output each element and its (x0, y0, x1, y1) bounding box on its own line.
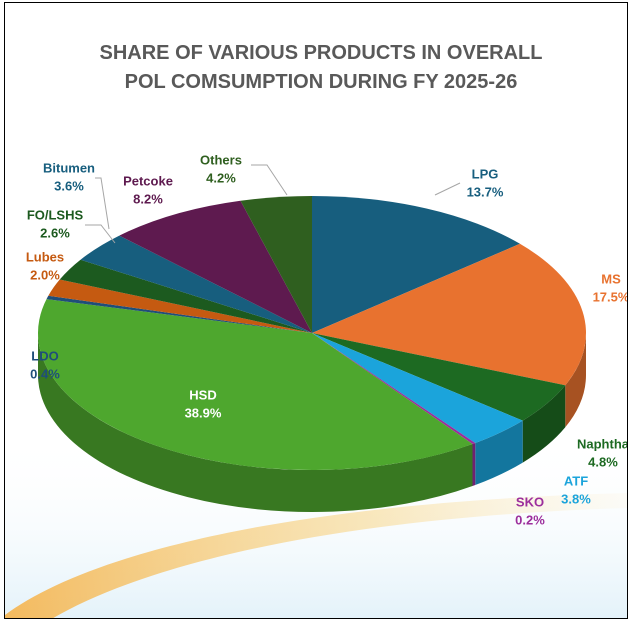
data-label-value: 0.4% (30, 366, 60, 381)
chart: LPG 13.7% MS 17.5% Naphtha 4.8%ATF 3.8% SKO 0.2%… (5, 152, 628, 618)
data-label-name: Naphtha (577, 436, 628, 451)
data-label-name: LPG (472, 166, 499, 181)
data-label-name: Others (200, 152, 242, 167)
leader-line (85, 224, 116, 244)
pie-slice-side (522, 385, 566, 463)
data-label-value: 8.2% (133, 191, 163, 206)
background-swoosh (5, 493, 627, 618)
pie-slice (80, 235, 312, 333)
leader-line (95, 177, 110, 230)
data-label-value: 2.0% (30, 267, 60, 282)
pie-slice (240, 196, 312, 333)
data-label-value: 17.5% (593, 289, 628, 304)
data-label-value: 4.2% (206, 170, 236, 185)
pie-slice-side (565, 333, 586, 428)
pie-slice-side (475, 420, 523, 486)
data-label-value: 38.9% (185, 405, 222, 420)
pie-slice (312, 243, 586, 386)
labels: LPG 13.7% MS 17.5% Naphtha 4.8%ATF 3.8% SKO 0.2%… (26, 152, 628, 527)
leader-line (434, 182, 461, 196)
pie-slice (59, 259, 312, 333)
data-label-name: FO/LSHS (27, 207, 84, 222)
pie-slice (312, 333, 566, 421)
data-label-name: MS (601, 271, 621, 286)
data-label-name: HSD (189, 387, 216, 402)
pie (37, 196, 586, 512)
pie-slice-side (472, 443, 476, 487)
data-label-value: 0.2% (515, 512, 545, 527)
data-label-value: 13.7% (467, 184, 504, 199)
data-label-name: Lubes (26, 249, 64, 264)
data-label-name: LDO (31, 348, 58, 363)
pie-slice (312, 333, 476, 445)
pie-slice-side (38, 333, 473, 512)
pie-slice (48, 279, 312, 333)
chart-frame: LPG 13.7% MS 17.5% Naphtha 4.8% ATF 3.8% SKO 0.2%… (4, 2, 628, 619)
data-label-name: SKO (516, 494, 544, 509)
pie-slice (312, 333, 523, 444)
data-label-value: 4.8% (588, 454, 618, 469)
leader-line (251, 164, 288, 196)
chart-title: SHARE OF VARIOUS PRODUCTS IN OVERALL POL… (99, 42, 543, 93)
data-label-value: 3.6% (54, 178, 84, 193)
pie-slice (119, 200, 312, 333)
pie-slice (37, 299, 473, 470)
data-label-value: 2.6% (40, 225, 70, 240)
data-label-name: Petcoke (123, 173, 173, 188)
pie-slice (312, 196, 520, 333)
pie-slice (46, 295, 313, 333)
data-label-name: ATF (564, 473, 588, 488)
data-label-name: Bitumen (43, 160, 95, 175)
data-label-value: 3.8% (561, 491, 591, 506)
